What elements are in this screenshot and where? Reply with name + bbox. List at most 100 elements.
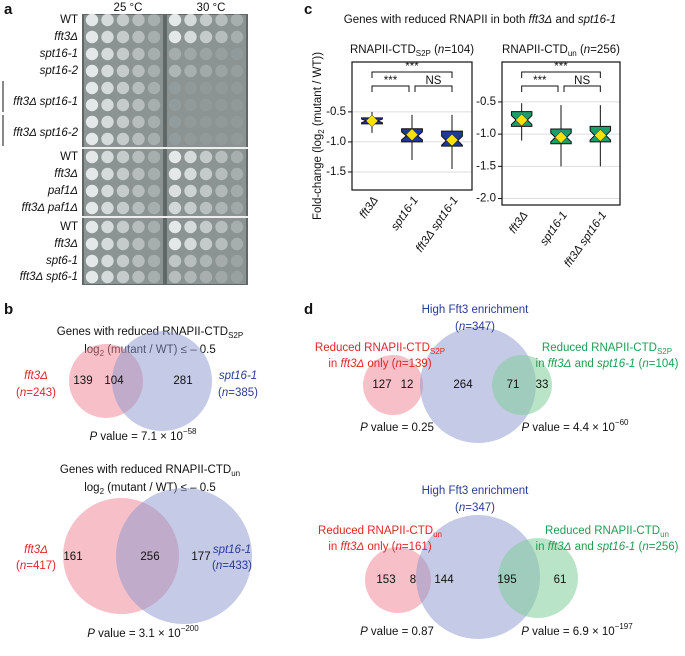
text-part: Genes with reduced RNAPII-CTD	[57, 326, 228, 338]
text-part: spt16-2	[40, 65, 79, 77]
text-part: Reduced RNAPII-CTD	[318, 525, 433, 537]
growth-spot	[147, 184, 161, 198]
growth-spot	[147, 237, 161, 251]
growth-spot	[116, 47, 130, 61]
growth-spot	[101, 150, 114, 164]
growth-spot	[85, 270, 99, 284]
mean-marker	[515, 113, 529, 127]
text-part: fft3Δ spt16-1	[13, 96, 78, 108]
growth-spot	[132, 167, 145, 181]
growth-spot	[184, 167, 197, 181]
growth-spot	[168, 132, 182, 146]
growth-spot	[132, 13, 145, 27]
growth-spot	[230, 98, 244, 112]
set-label: High Fft3 enrichment	[422, 304, 530, 316]
text-part: High Fft3 enrichment	[422, 485, 530, 497]
text-part: (	[455, 502, 459, 514]
growth-spot	[215, 184, 228, 198]
region-count: 177	[191, 551, 210, 563]
text-part: un	[660, 530, 669, 539]
growth-spot	[132, 150, 145, 164]
text-part: value = 0.25	[368, 422, 434, 434]
growth-spot	[116, 184, 130, 198]
growth-spot	[147, 64, 161, 78]
region-count: 8	[410, 574, 416, 586]
growth-spot	[101, 81, 114, 95]
growth-spot	[147, 81, 161, 95]
growth-spot	[101, 254, 114, 268]
text-part: n	[459, 321, 465, 333]
text-part: n	[642, 358, 648, 370]
p-value: P value = 0.25	[360, 422, 434, 434]
text-part: =161)	[402, 541, 432, 553]
text-part: P	[360, 626, 368, 638]
text-part: −60	[615, 418, 629, 427]
growth-spot	[101, 201, 114, 215]
text-part: −200	[181, 624, 200, 633]
growth-spot	[230, 150, 244, 164]
growth-spot	[168, 150, 182, 164]
region-count: 144	[434, 574, 454, 586]
growth-spot	[147, 150, 161, 164]
text-part: P	[90, 431, 98, 443]
region-count: 71	[507, 379, 520, 391]
text-part: un	[568, 49, 577, 58]
growth-spot	[101, 237, 114, 251]
venn-circle	[363, 355, 423, 415]
growth-spot	[85, 81, 99, 95]
text-part: (	[577, 44, 584, 56]
growth-spot	[85, 115, 99, 129]
set-label: (n=243)	[16, 387, 56, 399]
text-part: fft3Δ paf1Δ	[21, 202, 78, 214]
growth-spot	[168, 237, 182, 251]
significance-label: ***	[384, 75, 398, 87]
text-part: n	[459, 502, 465, 514]
text-part: spt16-1	[213, 544, 251, 556]
growth-spot	[147, 98, 161, 112]
growth-spot	[168, 64, 182, 78]
set-label: (n=385)	[218, 387, 258, 399]
strain-label: fft3Δ	[54, 238, 78, 250]
growth-spot	[184, 237, 197, 251]
growth-spot	[168, 30, 182, 44]
text-part: fft3Δ spt16-2	[13, 127, 78, 139]
set-label: in fft3Δ only (n=139)	[328, 358, 431, 370]
growth-spot	[230, 30, 244, 44]
growth-spot	[168, 254, 182, 268]
growth-spot	[132, 81, 145, 95]
region-count: 264	[453, 379, 473, 391]
growth-spot	[230, 81, 244, 95]
growth-spot	[184, 81, 197, 95]
growth-spot	[199, 220, 213, 234]
text-part: RNAPII-CTD	[350, 44, 416, 56]
text-part: (	[431, 44, 438, 56]
y-tick-label: -2.0	[476, 193, 496, 205]
growth-spot	[132, 64, 145, 78]
growth-spot	[168, 270, 182, 284]
set-label: spt16-1	[213, 544, 251, 556]
growth-spot	[215, 220, 228, 234]
growth-spot	[184, 64, 197, 78]
strain-label: fft3Δ paf1Δ	[21, 202, 78, 214]
growth-spot	[199, 201, 213, 215]
growth-spot	[168, 115, 182, 129]
text-part: S2P	[416, 49, 431, 58]
growth-spot	[184, 254, 197, 268]
growth-spot	[101, 98, 114, 112]
growth-spot	[85, 13, 99, 27]
growth-spot	[230, 201, 244, 215]
growth-spot	[215, 254, 228, 268]
text-part: 2	[100, 487, 105, 496]
growth-spot	[101, 184, 114, 198]
growth-spot	[199, 30, 213, 44]
text-part: fft3Δ	[340, 541, 364, 553]
growth-spot	[230, 167, 244, 181]
text-part: n	[584, 44, 590, 56]
growth-spot	[116, 132, 130, 146]
growth-spot	[230, 254, 244, 268]
text-part: S2P	[657, 347, 672, 356]
text-part: fft3Δ	[24, 370, 48, 382]
set-label: in fft3Δ and spt16-1 (n=104)	[536, 358, 679, 370]
text-part: =243)	[26, 387, 56, 399]
text-part: Reduced RNAPII-CTD	[545, 525, 660, 537]
